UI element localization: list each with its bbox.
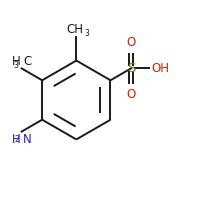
Text: H: H bbox=[12, 55, 21, 68]
Text: S: S bbox=[127, 62, 135, 75]
Text: H: H bbox=[12, 133, 21, 146]
Text: 3: 3 bbox=[14, 61, 19, 70]
Text: OH: OH bbox=[151, 62, 169, 75]
Text: 3: 3 bbox=[85, 29, 89, 38]
Text: CH: CH bbox=[67, 23, 84, 36]
Text: N: N bbox=[23, 133, 31, 146]
Text: O: O bbox=[126, 88, 136, 101]
Text: C: C bbox=[23, 55, 32, 68]
Text: 2: 2 bbox=[14, 136, 19, 144]
Text: O: O bbox=[126, 36, 136, 49]
